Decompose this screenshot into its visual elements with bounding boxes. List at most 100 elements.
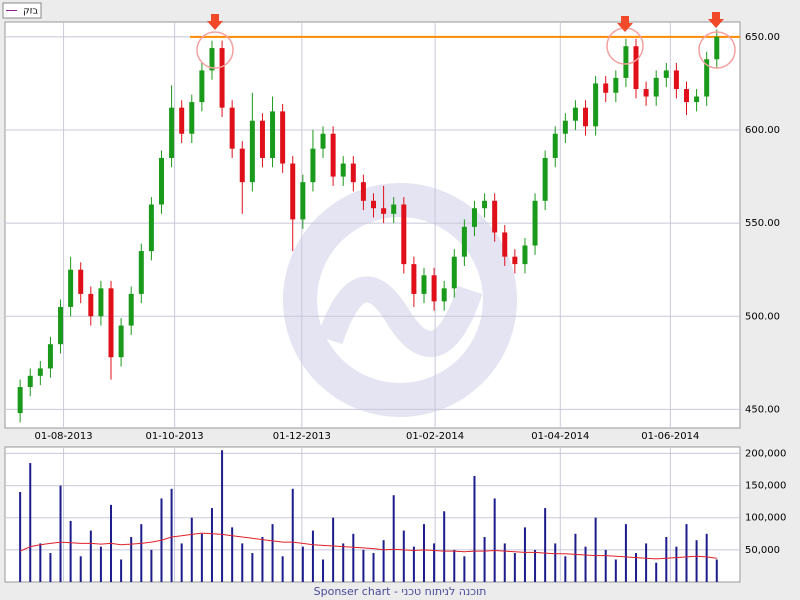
candle-body (118, 325, 124, 358)
candle-body (47, 344, 53, 369)
volume-bar (311, 530, 314, 582)
candle-body (310, 148, 316, 183)
y-tick-label: 150,000 (745, 481, 786, 492)
highlight-circle (698, 31, 736, 69)
candle-body (169, 107, 175, 158)
volume-bar (433, 543, 436, 582)
candle-body (694, 96, 700, 103)
candle-body (270, 111, 276, 158)
candle-body (189, 102, 195, 134)
candle-body (623, 46, 629, 78)
candle-body (492, 200, 498, 233)
volume-bar (574, 533, 577, 582)
x-tick-label: 01-02-2014 (406, 431, 464, 442)
volume-bar (554, 543, 557, 582)
candle-body (461, 226, 467, 257)
candle-body (572, 107, 578, 121)
volume-bar (412, 546, 415, 582)
volume-bar (695, 540, 698, 582)
candle-body (441, 288, 447, 302)
volume-bar (150, 549, 153, 582)
candle-body (290, 163, 296, 220)
volume-bar (89, 530, 92, 582)
watermark (317, 276, 483, 357)
candle-body (512, 256, 518, 265)
candle-body (340, 163, 346, 177)
candle-body (108, 288, 114, 358)
candle-body (199, 70, 205, 103)
volume-bar (251, 553, 254, 582)
y-tick-label: 50,000 (745, 545, 780, 556)
volume-bar (483, 537, 486, 582)
volume-bar (241, 543, 244, 582)
candle-body (37, 368, 43, 376)
volume-bar (513, 553, 516, 582)
candle-body (704, 59, 710, 97)
volume-bar (271, 524, 274, 582)
candle-body (371, 200, 377, 209)
candle-body (27, 375, 33, 388)
volume-bar (221, 450, 224, 582)
candle-body (643, 89, 649, 97)
legend-label: בזק (23, 7, 38, 17)
candle-body (381, 208, 387, 214)
candle-body (88, 293, 94, 317)
volume-bar (322, 559, 325, 582)
y-tick-label: 550.00 (745, 218, 780, 229)
candle-body (179, 107, 185, 134)
volume-bar (463, 556, 466, 582)
volume-bar (301, 546, 304, 582)
candle-body (471, 208, 477, 227)
volume-bar (665, 537, 668, 582)
candle-body (360, 182, 366, 201)
volume-bar (604, 549, 607, 582)
x-tick-label: 01-08-2013 (34, 431, 92, 442)
candle-body (148, 204, 154, 252)
volume-bar (180, 543, 183, 582)
candle-body (320, 133, 326, 149)
volume-bar (705, 533, 708, 582)
volume-bar (362, 549, 365, 582)
legend (2, 2, 42, 19)
volume-bar (342, 543, 345, 582)
volume-bar (685, 524, 688, 582)
candle-body (128, 293, 134, 326)
candle-body (653, 77, 659, 97)
candle-body (98, 288, 104, 317)
volume-bar (19, 492, 22, 582)
volume-bar (291, 488, 294, 582)
candle-body (68, 269, 74, 307)
volume-bar (332, 517, 335, 582)
candle-body (229, 107, 235, 149)
candle-body (552, 133, 558, 158)
volume-bar (231, 527, 234, 582)
candle-body (532, 200, 538, 246)
volume-bar (422, 524, 425, 582)
candle-body (350, 163, 356, 183)
candle-body (542, 157, 548, 201)
candle-body (714, 36, 720, 60)
candle-body (249, 120, 255, 183)
footer: Sponser chart - תוכנה לניתוח טכני (314, 585, 487, 598)
marks (17, 29, 740, 582)
volume-bar (594, 517, 597, 582)
volume-bar (544, 508, 547, 582)
volume-bar (655, 562, 658, 582)
candle-body (583, 107, 589, 127)
candle-body (663, 70, 669, 78)
volume-bar (534, 549, 537, 582)
candle-body (683, 89, 689, 103)
candle-body (300, 182, 306, 220)
y-tick-label: 100,000 (745, 513, 786, 524)
volume-bar (69, 520, 72, 582)
x-tick-label: 01-04-2014 (531, 431, 589, 442)
volume-bar (39, 543, 42, 582)
arrow (207, 14, 223, 30)
volume-bar (59, 485, 62, 582)
candle-body (411, 264, 417, 294)
volume-bar (210, 508, 213, 582)
volume-bar (473, 475, 476, 582)
candle-body (158, 157, 164, 205)
volume-bar (503, 543, 506, 582)
